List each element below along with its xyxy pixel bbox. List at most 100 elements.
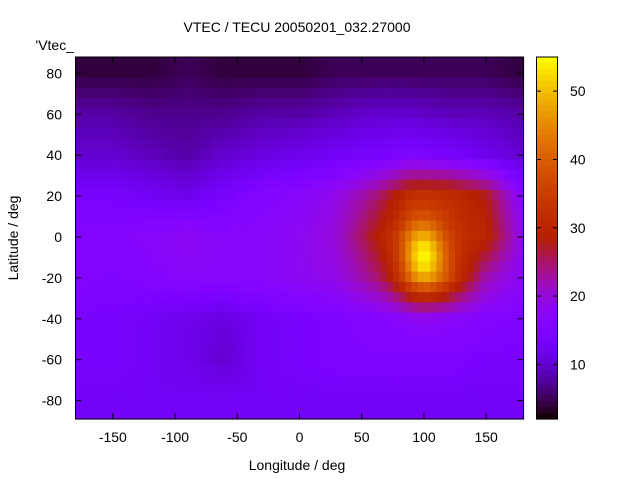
heatmap-cell: [436, 97, 444, 109]
heatmap-cell: [405, 353, 413, 365]
heatmap-cell: [311, 67, 319, 78]
heatmap-cell: [330, 169, 338, 181]
heatmap-cell: [417, 118, 425, 130]
heatmap-cell: [417, 414, 425, 420]
heatmap-cell: [479, 343, 487, 355]
heatmap-cell: [162, 343, 170, 355]
heatmap-cell: [293, 353, 301, 365]
heatmap-cell: [399, 138, 406, 150]
heatmap-cell: [305, 138, 313, 150]
heatmap-cell: [293, 261, 301, 273]
heatmap-cell: [492, 67, 500, 78]
heatmap-cell: [106, 200, 114, 211]
heatmap-cell: [150, 271, 157, 283]
heatmap-cell: [231, 261, 238, 273]
heatmap-cell: [405, 302, 413, 314]
heatmap-cell: [367, 384, 375, 395]
heatmap-cell: [479, 302, 487, 314]
heatmap-cell: [417, 374, 425, 385]
colorbar-segment: [536, 129, 558, 136]
heatmap-cell: [374, 189, 381, 201]
heatmap-cell: [106, 67, 114, 78]
heatmap-cell: [399, 57, 406, 68]
heatmap-cell: [423, 97, 431, 109]
heatmap-cell: [112, 149, 120, 160]
heatmap-cell: [262, 312, 269, 324]
heatmap-cell: [125, 333, 133, 344]
heatmap-cell: [361, 394, 369, 406]
heatmap-cell: [430, 108, 437, 119]
heatmap-cell: [81, 87, 89, 99]
heatmap-cell: [168, 179, 176, 191]
heatmap-cell: [181, 97, 189, 109]
heatmap-cell: [318, 189, 325, 201]
heatmap-cell: [187, 87, 195, 99]
heatmap-cell: [156, 57, 164, 68]
heatmap-cell: [467, 394, 475, 406]
heatmap-cell: [367, 322, 375, 334]
colorbar-tick-label: 10: [570, 356, 586, 372]
heatmap-cell: [486, 394, 493, 406]
heatmap-cell: [448, 220, 456, 232]
heatmap-cell: [448, 333, 456, 344]
heatmap-cell: [324, 108, 332, 119]
heatmap-cell: [287, 374, 294, 385]
heatmap-cell: [293, 282, 301, 293]
colorbar-segment: [536, 292, 558, 299]
heatmap-cell: [399, 363, 406, 375]
heatmap-cell: [187, 230, 195, 242]
heatmap-cell: [175, 333, 182, 344]
heatmap-cell: [380, 128, 388, 140]
heatmap-cell: [361, 414, 369, 420]
heatmap-cell: [218, 251, 226, 263]
heatmap-cell: [193, 374, 201, 385]
heatmap-cell: [504, 108, 512, 119]
heatmap-cell: [168, 292, 176, 303]
heatmap-cell: [199, 302, 207, 314]
heatmap-cell: [262, 363, 269, 375]
heatmap-cell: [187, 322, 195, 334]
heatmap-cell: [336, 404, 344, 416]
heatmap-cell: [517, 77, 525, 89]
heatmap-cell: [511, 241, 518, 252]
heatmap-cell: [87, 230, 95, 242]
heatmap-cell: [268, 261, 276, 273]
heatmap-cell: [243, 261, 251, 273]
heatmap-cell: [504, 343, 512, 355]
heatmap-cell: [206, 230, 213, 242]
heatmap-cell: [511, 67, 518, 78]
heatmap-cell: [461, 189, 469, 201]
heatmap-cell: [517, 87, 525, 99]
heatmap-cell: [112, 404, 120, 416]
heatmap-cell: [243, 87, 251, 99]
heatmap-cell: [181, 149, 189, 160]
heatmap-cell: [511, 87, 518, 99]
heatmap-cell: [311, 169, 319, 181]
heatmap-cell: [106, 292, 114, 303]
heatmap-cell: [479, 87, 487, 99]
heatmap-cell: [143, 97, 151, 109]
heatmap-cell: [87, 292, 95, 303]
heatmap-cell: [336, 230, 344, 242]
heatmap-cell: [243, 138, 251, 150]
heatmap-cell: [517, 333, 525, 344]
heatmap-cell: [504, 271, 512, 283]
heatmap-cell: [274, 97, 282, 109]
heatmap-cell: [486, 189, 493, 201]
heatmap-cell: [386, 108, 394, 119]
heatmap-cell: [125, 292, 133, 303]
heatmap-cell: [349, 312, 357, 324]
heatmap-cell: [461, 57, 469, 68]
heatmap-cell: [218, 138, 226, 150]
heatmap-cell: [405, 210, 413, 222]
heatmap-cell: [392, 312, 400, 324]
heatmap-cell: [324, 149, 332, 160]
heatmap-cell: [486, 404, 493, 416]
heatmap-cell: [106, 363, 114, 375]
heatmap-cell: [249, 128, 257, 140]
heatmap-cell: [392, 138, 400, 150]
heatmap-cell: [448, 322, 456, 334]
heatmap-cell: [255, 271, 263, 283]
heatmap-cell: [361, 77, 369, 89]
heatmap-cell: [162, 404, 170, 416]
